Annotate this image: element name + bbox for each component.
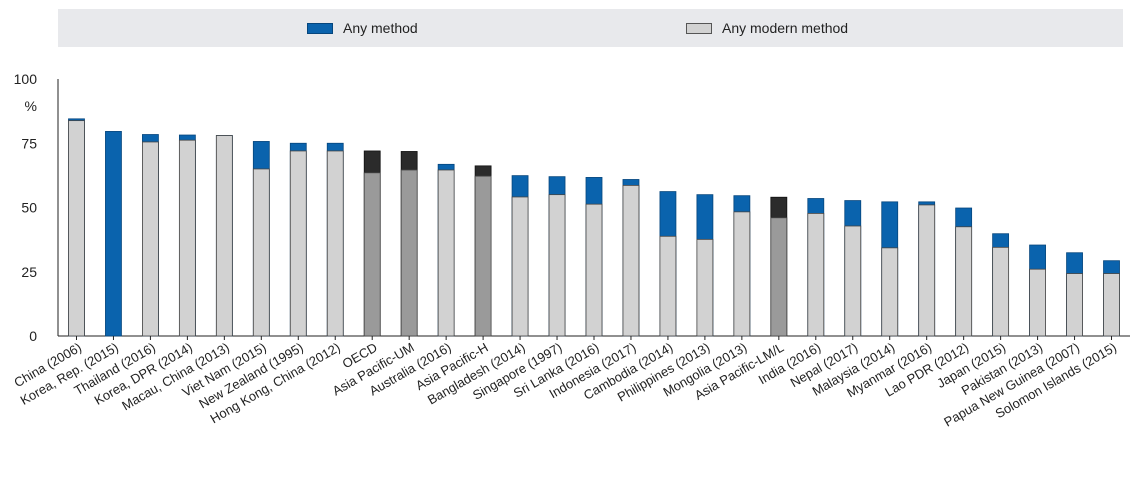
bar-any-modern-method — [770, 217, 788, 337]
bar-any-modern-method — [659, 235, 677, 337]
y-tick-label: 25 — [21, 264, 37, 280]
y-axis-label: % — [25, 98, 37, 114]
bar-any-modern-method — [1103, 273, 1120, 337]
bar-any-modern-method — [289, 150, 307, 337]
bar-any-modern-method — [142, 141, 159, 337]
legend-swatch-any-modern-method — [686, 22, 712, 34]
legend: Any method Any modern method — [58, 9, 1123, 47]
bar-any-modern-method — [844, 225, 862, 337]
y-tick-label: 75 — [21, 135, 37, 151]
bar-any-modern-method — [696, 238, 714, 337]
bar-any-modern-method — [992, 246, 1010, 337]
bar-any-method — [105, 131, 122, 337]
bar-any-modern-method — [400, 169, 418, 337]
bar-any-modern-method — [622, 184, 640, 337]
legend-label-any-modern-method: Any modern method — [722, 20, 849, 36]
y-tick-label: 0 — [29, 328, 37, 344]
bar-any-modern-method — [68, 120, 85, 337]
legend-item-any-method: Any method — [307, 20, 418, 36]
bar-any-modern-method — [215, 135, 233, 337]
legend-swatch-any-method — [307, 22, 333, 34]
legend-label-any-method: Any method — [343, 20, 418, 36]
bar-any-modern-method — [1066, 273, 1083, 337]
bar-any-modern-method — [1029, 268, 1046, 337]
bar-any-modern-method — [252, 168, 270, 337]
bar-any-modern-method — [807, 213, 825, 337]
bar-any-modern-method — [955, 226, 973, 337]
bar-any-modern-method — [437, 169, 455, 337]
bar-any-modern-method — [881, 247, 899, 337]
bar-any-modern-method — [363, 172, 381, 337]
y-tick-label: 50 — [21, 200, 37, 216]
bar-any-modern-method — [178, 139, 196, 337]
bar-any-modern-method — [548, 194, 566, 337]
bar-any-modern-method — [918, 204, 936, 337]
legend-item-any-modern-method: Any modern method — [686, 20, 848, 36]
bar-any-modern-method — [585, 203, 603, 337]
bar-any-modern-method — [511, 196, 529, 337]
bar-any-modern-method — [326, 150, 344, 337]
bar-any-modern-method — [733, 211, 751, 337]
bar-any-modern-method — [474, 175, 492, 337]
y-tick-label: 100 — [14, 71, 38, 87]
